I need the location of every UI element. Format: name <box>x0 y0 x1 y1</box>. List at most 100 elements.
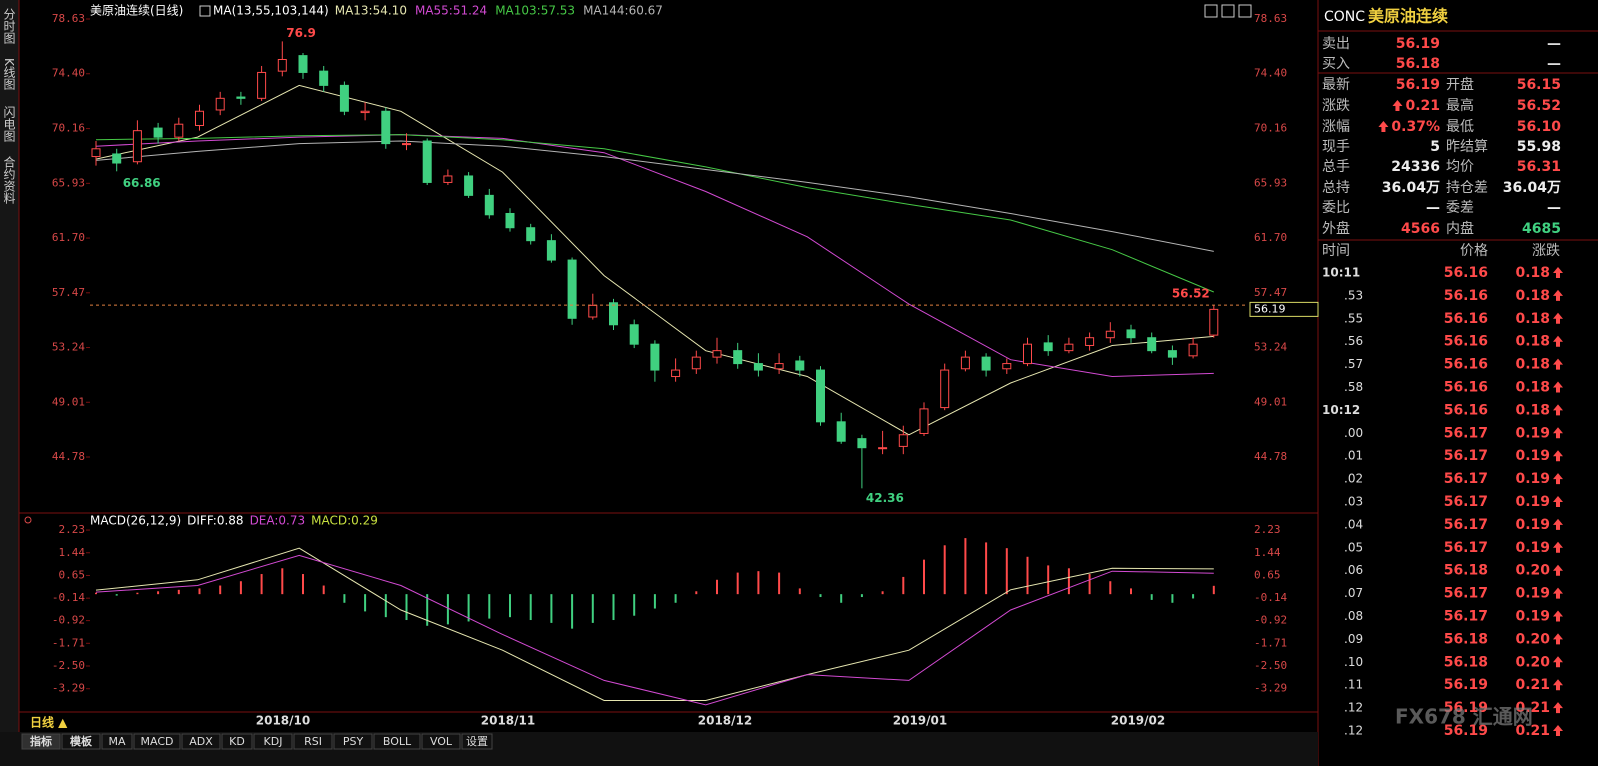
macd-bar <box>550 594 553 623</box>
trade-price: 56.16 <box>1444 265 1488 281</box>
side-tab[interactable]: 闪电图 <box>2 106 16 142</box>
tab-label[interactable]: 设置 <box>466 735 488 748</box>
macd-bar <box>529 594 532 621</box>
dea-line <box>95 554 1214 706</box>
macd-bar <box>923 559 925 595</box>
candle-body <box>816 369 825 423</box>
side-tab[interactable]: 合约资料 <box>2 155 16 204</box>
trade-price: 56.17 <box>1444 494 1488 510</box>
up-arrow <box>1553 289 1563 301</box>
y-tick-label: -0.92 <box>1254 614 1287 627</box>
y-tick-label: 57.47 <box>52 286 85 299</box>
tab[interactable] <box>21 733 61 750</box>
tab[interactable] <box>61 733 101 750</box>
candle-body <box>1085 337 1095 346</box>
column-header: 涨跌 <box>1532 243 1560 259</box>
candle-body <box>319 70 329 86</box>
quote-label: 最新 <box>1322 77 1350 93</box>
trade-change: 0.19 <box>1515 517 1550 533</box>
quote-label: 总持 <box>1322 180 1350 196</box>
trade-price: 56.17 <box>1444 471 1488 487</box>
tab-label[interactable]: ADX <box>189 735 213 748</box>
macd-bar <box>95 592 97 595</box>
y-tick-label: -1.71 <box>1254 636 1287 649</box>
trade-change: 0.18 <box>1515 265 1550 281</box>
tab[interactable] <box>421 733 461 750</box>
icon <box>199 5 211 17</box>
tab-label[interactable]: 模板 <box>70 734 93 748</box>
tab[interactable] <box>181 733 221 750</box>
candle-body <box>650 343 660 371</box>
tab-label[interactable]: KDJ <box>264 735 283 748</box>
candle-body <box>422 140 432 183</box>
quote-value: 4685 <box>1522 221 1561 237</box>
y-tick-label: 2.23 <box>59 523 86 536</box>
macd-bar <box>467 594 470 622</box>
candle-body <box>112 153 122 164</box>
candle-body <box>360 110 370 114</box>
icon <box>24 516 32 524</box>
tab[interactable] <box>221 733 253 750</box>
candle-body <box>215 97 225 111</box>
tab-label[interactable]: PSY <box>343 735 364 748</box>
trade-price: 56.17 <box>1444 517 1488 533</box>
tab[interactable] <box>101 733 133 750</box>
quote-value: — <box>1547 200 1561 216</box>
y-tick-label: 61.70 <box>1254 231 1287 244</box>
trade-price: 56.16 <box>1444 357 1488 373</box>
chart-title: 美原油连续(日线) <box>90 3 183 18</box>
candle-body <box>691 356 701 370</box>
side-tab[interactable]: 分时图 <box>2 8 16 44</box>
trade-time: 10:11 <box>1322 266 1360 280</box>
macd-bar <box>157 591 160 595</box>
tab-label[interactable]: 指标 <box>30 734 52 748</box>
icon-button[interactable] <box>1221 4 1235 18</box>
up-arrow <box>1553 633 1563 645</box>
icon-button[interactable] <box>1238 4 1252 18</box>
trade-change: 0.20 <box>1515 563 1550 579</box>
quote-value: 56.18 <box>1396 56 1440 72</box>
tab-label[interactable]: BOLL <box>383 735 412 748</box>
tab[interactable] <box>293 733 333 750</box>
up-arrow <box>1553 404 1563 416</box>
trade-time: 10:12 <box>1322 403 1360 417</box>
quote-value: — <box>1547 56 1561 72</box>
tab-label[interactable]: MACD <box>141 735 174 748</box>
trade-time: .02 <box>1344 472 1363 486</box>
tab[interactable] <box>333 733 373 750</box>
y-tick-label: 44.78 <box>52 450 85 463</box>
macd-bar <box>302 574 304 595</box>
period-label[interactable]: 日线 ▲ <box>30 715 68 730</box>
tab[interactable] <box>133 733 181 750</box>
tab[interactable] <box>461 733 493 750</box>
tab-label[interactable]: KD <box>229 735 245 748</box>
side-tab[interactable]: K线图 <box>2 58 16 90</box>
low-label: 66.86 <box>123 176 161 190</box>
candle-body <box>257 71 267 99</box>
tab-label[interactable]: MA <box>108 735 125 748</box>
x-tick-label: 2018/10 <box>256 714 310 728</box>
candle-body <box>1043 342 1053 352</box>
y-tick-label: 61.70 <box>52 231 85 244</box>
y-tick-label: 0.65 <box>1254 568 1281 581</box>
icon-button[interactable] <box>1204 4 1218 18</box>
quote-label: 买入 <box>1322 56 1350 72</box>
tab[interactable] <box>253 733 293 750</box>
macd-bar <box>509 594 511 618</box>
y-tick-label: -2.50 <box>1254 659 1287 672</box>
up-arrow <box>1553 450 1563 462</box>
y-tick-label: 70.16 <box>52 122 85 135</box>
tab-label[interactable]: VOL <box>430 735 453 748</box>
candle-body <box>339 84 349 112</box>
macd-bar <box>364 594 367 612</box>
trade-change: 0.21 <box>1515 677 1550 693</box>
x-tick-label: 2018/12 <box>698 714 752 728</box>
up-arrow <box>1553 679 1563 691</box>
tab[interactable] <box>373 733 421 750</box>
quote-label: 总手 <box>1322 159 1350 175</box>
quote-value: 36.04万 <box>1503 180 1561 196</box>
tab-label[interactable]: RSI <box>304 735 322 748</box>
candle-body <box>464 175 474 196</box>
quote-value: 56.15 <box>1517 77 1561 93</box>
